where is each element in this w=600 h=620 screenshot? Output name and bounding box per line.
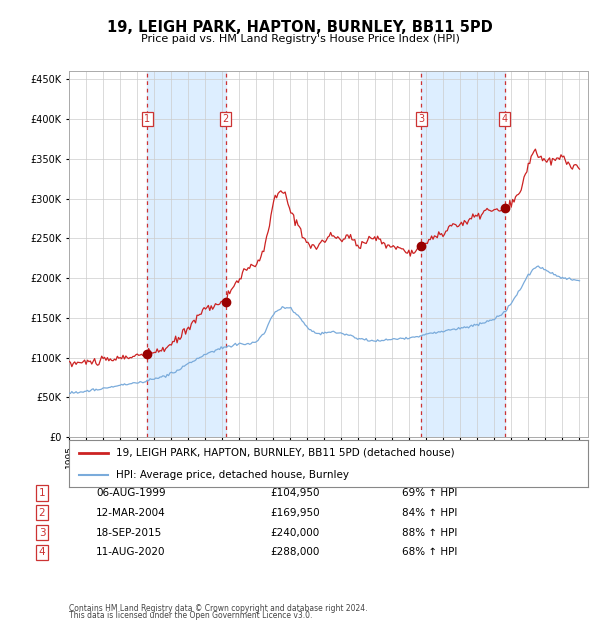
- Text: 2: 2: [223, 114, 229, 124]
- Text: This data is licensed under the Open Government Licence v3.0.: This data is licensed under the Open Gov…: [69, 611, 313, 620]
- Text: 11-AUG-2020: 11-AUG-2020: [96, 547, 166, 557]
- Text: 3: 3: [38, 528, 46, 538]
- Text: £288,000: £288,000: [270, 547, 319, 557]
- Text: 18-SEP-2015: 18-SEP-2015: [96, 528, 162, 538]
- Text: 19, LEIGH PARK, HAPTON, BURNLEY, BB11 5PD (detached house): 19, LEIGH PARK, HAPTON, BURNLEY, BB11 5P…: [116, 448, 454, 458]
- Text: HPI: Average price, detached house, Burnley: HPI: Average price, detached house, Burn…: [116, 470, 349, 480]
- Text: 2: 2: [38, 508, 46, 518]
- Text: 69% ↑ HPI: 69% ↑ HPI: [402, 488, 457, 498]
- Text: 68% ↑ HPI: 68% ↑ HPI: [402, 547, 457, 557]
- Text: 06-AUG-1999: 06-AUG-1999: [96, 488, 166, 498]
- Text: £104,950: £104,950: [270, 488, 320, 498]
- Text: 1: 1: [144, 114, 150, 124]
- Text: £169,950: £169,950: [270, 508, 320, 518]
- Text: 88% ↑ HPI: 88% ↑ HPI: [402, 528, 457, 538]
- Text: Price paid vs. HM Land Registry's House Price Index (HPI): Price paid vs. HM Land Registry's House …: [140, 34, 460, 44]
- Text: 4: 4: [502, 114, 508, 124]
- Text: Contains HM Land Registry data © Crown copyright and database right 2024.: Contains HM Land Registry data © Crown c…: [69, 603, 367, 613]
- Text: 12-MAR-2004: 12-MAR-2004: [96, 508, 166, 518]
- Text: 1: 1: [38, 488, 46, 498]
- Text: £240,000: £240,000: [270, 528, 319, 538]
- Text: 19, LEIGH PARK, HAPTON, BURNLEY, BB11 5PD: 19, LEIGH PARK, HAPTON, BURNLEY, BB11 5P…: [107, 20, 493, 35]
- Text: 4: 4: [38, 547, 46, 557]
- Text: 3: 3: [418, 114, 425, 124]
- Bar: [421, 71, 505, 437]
- Bar: [147, 71, 226, 437]
- Text: 84% ↑ HPI: 84% ↑ HPI: [402, 508, 457, 518]
